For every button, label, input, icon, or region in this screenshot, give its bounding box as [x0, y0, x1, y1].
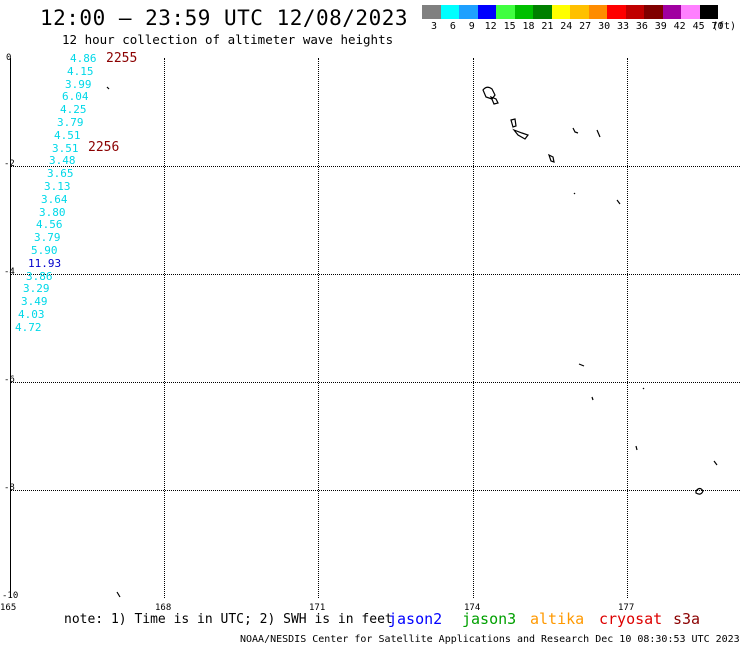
legend-swatch: [533, 5, 552, 19]
x-axis-label: 168: [155, 603, 172, 613]
legend-swatch: [644, 5, 663, 19]
legend-swatch: [662, 5, 681, 19]
legend-label: 12: [484, 21, 497, 32]
legend-label: 33: [616, 21, 630, 32]
y-axis-label: -2: [4, 159, 15, 169]
legend-label: 3: [430, 21, 438, 32]
legend-label: 42: [673, 21, 686, 32]
grid-line-lon-177: [627, 58, 628, 598]
legend-swatch: [551, 5, 570, 19]
legend-label: 30: [598, 21, 611, 32]
x-axis-label: 174: [464, 603, 481, 613]
wave-height-value: 4.51: [54, 129, 81, 142]
legend-label: 6: [449, 21, 456, 32]
legend-label: 24: [560, 21, 573, 32]
satellite-jason2: jason2: [388, 610, 443, 628]
map-title: 12:00 – 23:59 UTC 12/08/2023: [40, 6, 409, 30]
legend-swatch: [477, 5, 496, 19]
wave-height-value: 3.80: [39, 206, 66, 219]
satellite-altika: altika: [530, 610, 585, 628]
map-plot-area: [10, 58, 740, 598]
wave-height-value: 3.79: [57, 116, 84, 129]
wave-height-value: 4.56: [36, 218, 63, 231]
wave-height-value: 4.86: [70, 52, 97, 65]
legend-swatch: [496, 5, 515, 19]
satellite-cryosat: cryosat: [599, 610, 663, 628]
time-label: 2256: [88, 140, 120, 155]
y-axis-label: 0: [6, 53, 12, 63]
legend-label: 36: [635, 21, 648, 32]
y-axis-label: -8: [4, 483, 15, 493]
legend-label: 27: [579, 21, 592, 32]
wave-height-value: 11.93: [28, 257, 62, 270]
grid-line-lon-168: [164, 58, 165, 598]
legend-label: 15: [503, 21, 516, 32]
wave-height-value: 4.72: [15, 321, 42, 334]
wave-height-value: 3.65: [47, 167, 74, 180]
wave-height-value: 3.99: [65, 78, 92, 91]
note-text: note: 1) Time is in UTC; 2) SWH is in fe…: [64, 612, 393, 627]
footer-credit: NOAA/NESDIS Center for Satellite Applica…: [240, 634, 740, 645]
legend-swatch: [681, 5, 700, 19]
legend-label: 9: [468, 21, 475, 32]
map-subtitle: 12 hour collection of altimeter wave hei…: [62, 32, 394, 47]
legend-label: 70: [711, 21, 724, 32]
grid-line-lat-minus-2: [10, 166, 740, 167]
grid-line-lon-171: [318, 58, 319, 598]
x-axis-label: 171: [309, 603, 326, 613]
legend-swatch: [570, 5, 589, 19]
legend-unit: (ft): [712, 21, 737, 32]
wave-height-value: 4.25: [60, 103, 87, 116]
legend-swatch: [459, 5, 478, 19]
legend-swatch: [514, 5, 533, 19]
grid-line-lat-minus-6: [10, 382, 740, 383]
wave-height-value: 4.15: [67, 65, 94, 78]
wave-height-value: 3.64: [41, 193, 68, 206]
wave-height-value: 3.51: [52, 142, 79, 155]
wave-height-value: 6.04: [62, 90, 89, 103]
wave-height-value: 3.29: [23, 282, 50, 295]
y-axis-label: -4: [4, 267, 15, 277]
x-axis-label: 177: [618, 603, 635, 613]
legend-swatch: [607, 5, 626, 19]
legend-label: 18: [522, 21, 535, 32]
legend-swatch: [625, 5, 644, 19]
grid-line-lat-minus-4: [10, 274, 740, 275]
satellite-jason3: jason3: [462, 610, 517, 628]
legend-label: 21: [541, 21, 554, 32]
wave-height-value: 3.86: [26, 270, 53, 283]
wave-height-value: 4.03: [18, 308, 45, 321]
wave-height-value: 5.90: [31, 244, 58, 257]
x-axis-label: 165: [0, 603, 17, 613]
y-axis-label: -10: [2, 591, 19, 601]
legend-swatch: [440, 5, 459, 19]
legend-swatch: [422, 5, 441, 19]
wave-height-value: 3.13: [44, 180, 71, 193]
legend-swatch: [588, 5, 607, 19]
y-axis-label: -6: [4, 375, 15, 385]
wave-height-value: 3.49: [21, 295, 48, 308]
legend-label: 45: [692, 21, 705, 32]
legend-swatch: [699, 5, 718, 19]
wave-height-value: 3.48: [49, 154, 76, 167]
time-label: 2255: [106, 51, 138, 66]
grid-line-lat-minus-8: [10, 490, 740, 491]
wave-height-value: 3.79: [34, 231, 61, 244]
satellite-s3a: s3a: [673, 610, 701, 628]
grid-line-lon-174: [473, 58, 474, 598]
legend-label: 39: [654, 21, 667, 32]
